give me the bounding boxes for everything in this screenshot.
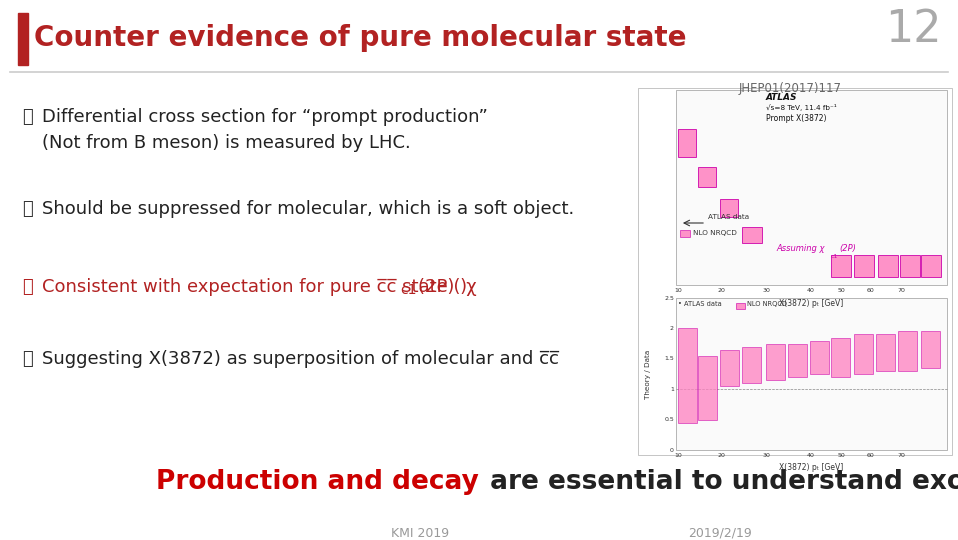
Text: 70: 70 <box>897 453 905 458</box>
Text: Counter evidence of pure molecular state: Counter evidence of pure molecular state <box>34 24 687 52</box>
Bar <box>18 13 28 65</box>
Bar <box>810 341 829 374</box>
Bar <box>742 347 761 383</box>
Text: KMI 2019: KMI 2019 <box>391 527 449 540</box>
Text: 2.5: 2.5 <box>664 295 674 300</box>
Text: Theory / Data: Theory / Data <box>645 349 651 399</box>
Text: (2P): (2P) <box>839 244 855 253</box>
Text: ・: ・ <box>22 108 33 126</box>
Text: ・: ・ <box>22 350 33 368</box>
Bar <box>678 328 697 423</box>
Text: 20: 20 <box>717 453 725 458</box>
Text: 10: 10 <box>674 288 682 293</box>
Bar <box>766 343 785 380</box>
Bar <box>921 255 941 277</box>
Bar <box>878 255 898 277</box>
Bar <box>678 129 696 157</box>
Bar <box>742 227 762 243</box>
Text: X(3872) pₜ [GeV]: X(3872) pₜ [GeV] <box>780 299 844 308</box>
Bar <box>638 88 952 455</box>
Bar <box>720 199 738 217</box>
Text: c1: c1 <box>400 283 417 297</box>
Text: Differential cross section for “prompt production”
(Not from B meson) is measure: Differential cross section for “prompt p… <box>42 108 488 152</box>
Text: are essential to understand exotic state: are essential to understand exotic state <box>481 469 958 495</box>
Text: 10: 10 <box>674 453 682 458</box>
Bar <box>720 350 739 386</box>
Text: Suggesting X(3872) as superposition of molecular and c̅c̅: Suggesting X(3872) as superposition of m… <box>42 350 559 368</box>
Text: NLO NRQCD: NLO NRQCD <box>693 230 737 236</box>
Text: • ATLAS data: • ATLAS data <box>678 301 721 307</box>
Bar <box>698 356 717 420</box>
Text: 60: 60 <box>867 453 875 458</box>
Text: ・: ・ <box>22 278 33 296</box>
Text: 40: 40 <box>807 288 815 293</box>
Bar <box>698 167 716 187</box>
Text: 20: 20 <box>717 288 725 293</box>
Bar <box>831 255 851 277</box>
Text: Production and decay: Production and decay <box>156 469 479 495</box>
Text: 30: 30 <box>762 288 770 293</box>
Text: ATLAS: ATLAS <box>766 93 797 102</box>
Text: Assuming χ: Assuming χ <box>776 244 825 253</box>
Text: (2P) ): (2P) ) <box>418 278 468 296</box>
Text: 0.5: 0.5 <box>664 417 674 422</box>
Text: ・: ・ <box>22 200 33 218</box>
Bar <box>876 334 895 371</box>
Bar <box>676 298 947 450</box>
Text: 60: 60 <box>867 288 875 293</box>
Text: c1: c1 <box>831 254 838 259</box>
Bar <box>831 338 850 377</box>
Text: Should be suppressed for molecular, which is a soft object.: Should be suppressed for molecular, whic… <box>42 200 574 218</box>
Bar <box>676 90 947 285</box>
Text: 1: 1 <box>671 387 674 392</box>
Text: 30: 30 <box>762 453 770 458</box>
Bar <box>900 255 920 277</box>
Text: JHEP01(2017)117: JHEP01(2017)117 <box>739 82 841 95</box>
Text: √s=8 TeV, 11.4 fb⁻¹: √s=8 TeV, 11.4 fb⁻¹ <box>766 104 836 111</box>
Bar <box>854 334 873 374</box>
Text: 70: 70 <box>897 288 905 293</box>
Text: X(3872) pₜ [GeV]: X(3872) pₜ [GeV] <box>780 463 844 472</box>
Text: 1.5: 1.5 <box>664 356 674 361</box>
Text: Consistent with expectation for pure c̅c̅ state ( χ: Consistent with expectation for pure c̅c… <box>42 278 477 296</box>
Text: 0: 0 <box>671 448 674 453</box>
Text: Prompt X(3872): Prompt X(3872) <box>766 114 827 123</box>
Text: 50: 50 <box>837 453 845 458</box>
Text: 40: 40 <box>807 453 815 458</box>
Text: 2019/2/19: 2019/2/19 <box>688 527 752 540</box>
Text: 2: 2 <box>670 326 674 331</box>
Text: 50: 50 <box>837 288 845 293</box>
Bar <box>788 343 807 377</box>
Bar <box>736 303 745 309</box>
Text: NLO NRQCD: NLO NRQCD <box>747 301 787 307</box>
Text: ATLAS data: ATLAS data <box>708 214 749 220</box>
Text: 12: 12 <box>885 8 942 51</box>
Bar <box>680 230 690 237</box>
Bar <box>898 332 917 371</box>
Bar <box>921 332 940 368</box>
Bar <box>854 255 874 277</box>
